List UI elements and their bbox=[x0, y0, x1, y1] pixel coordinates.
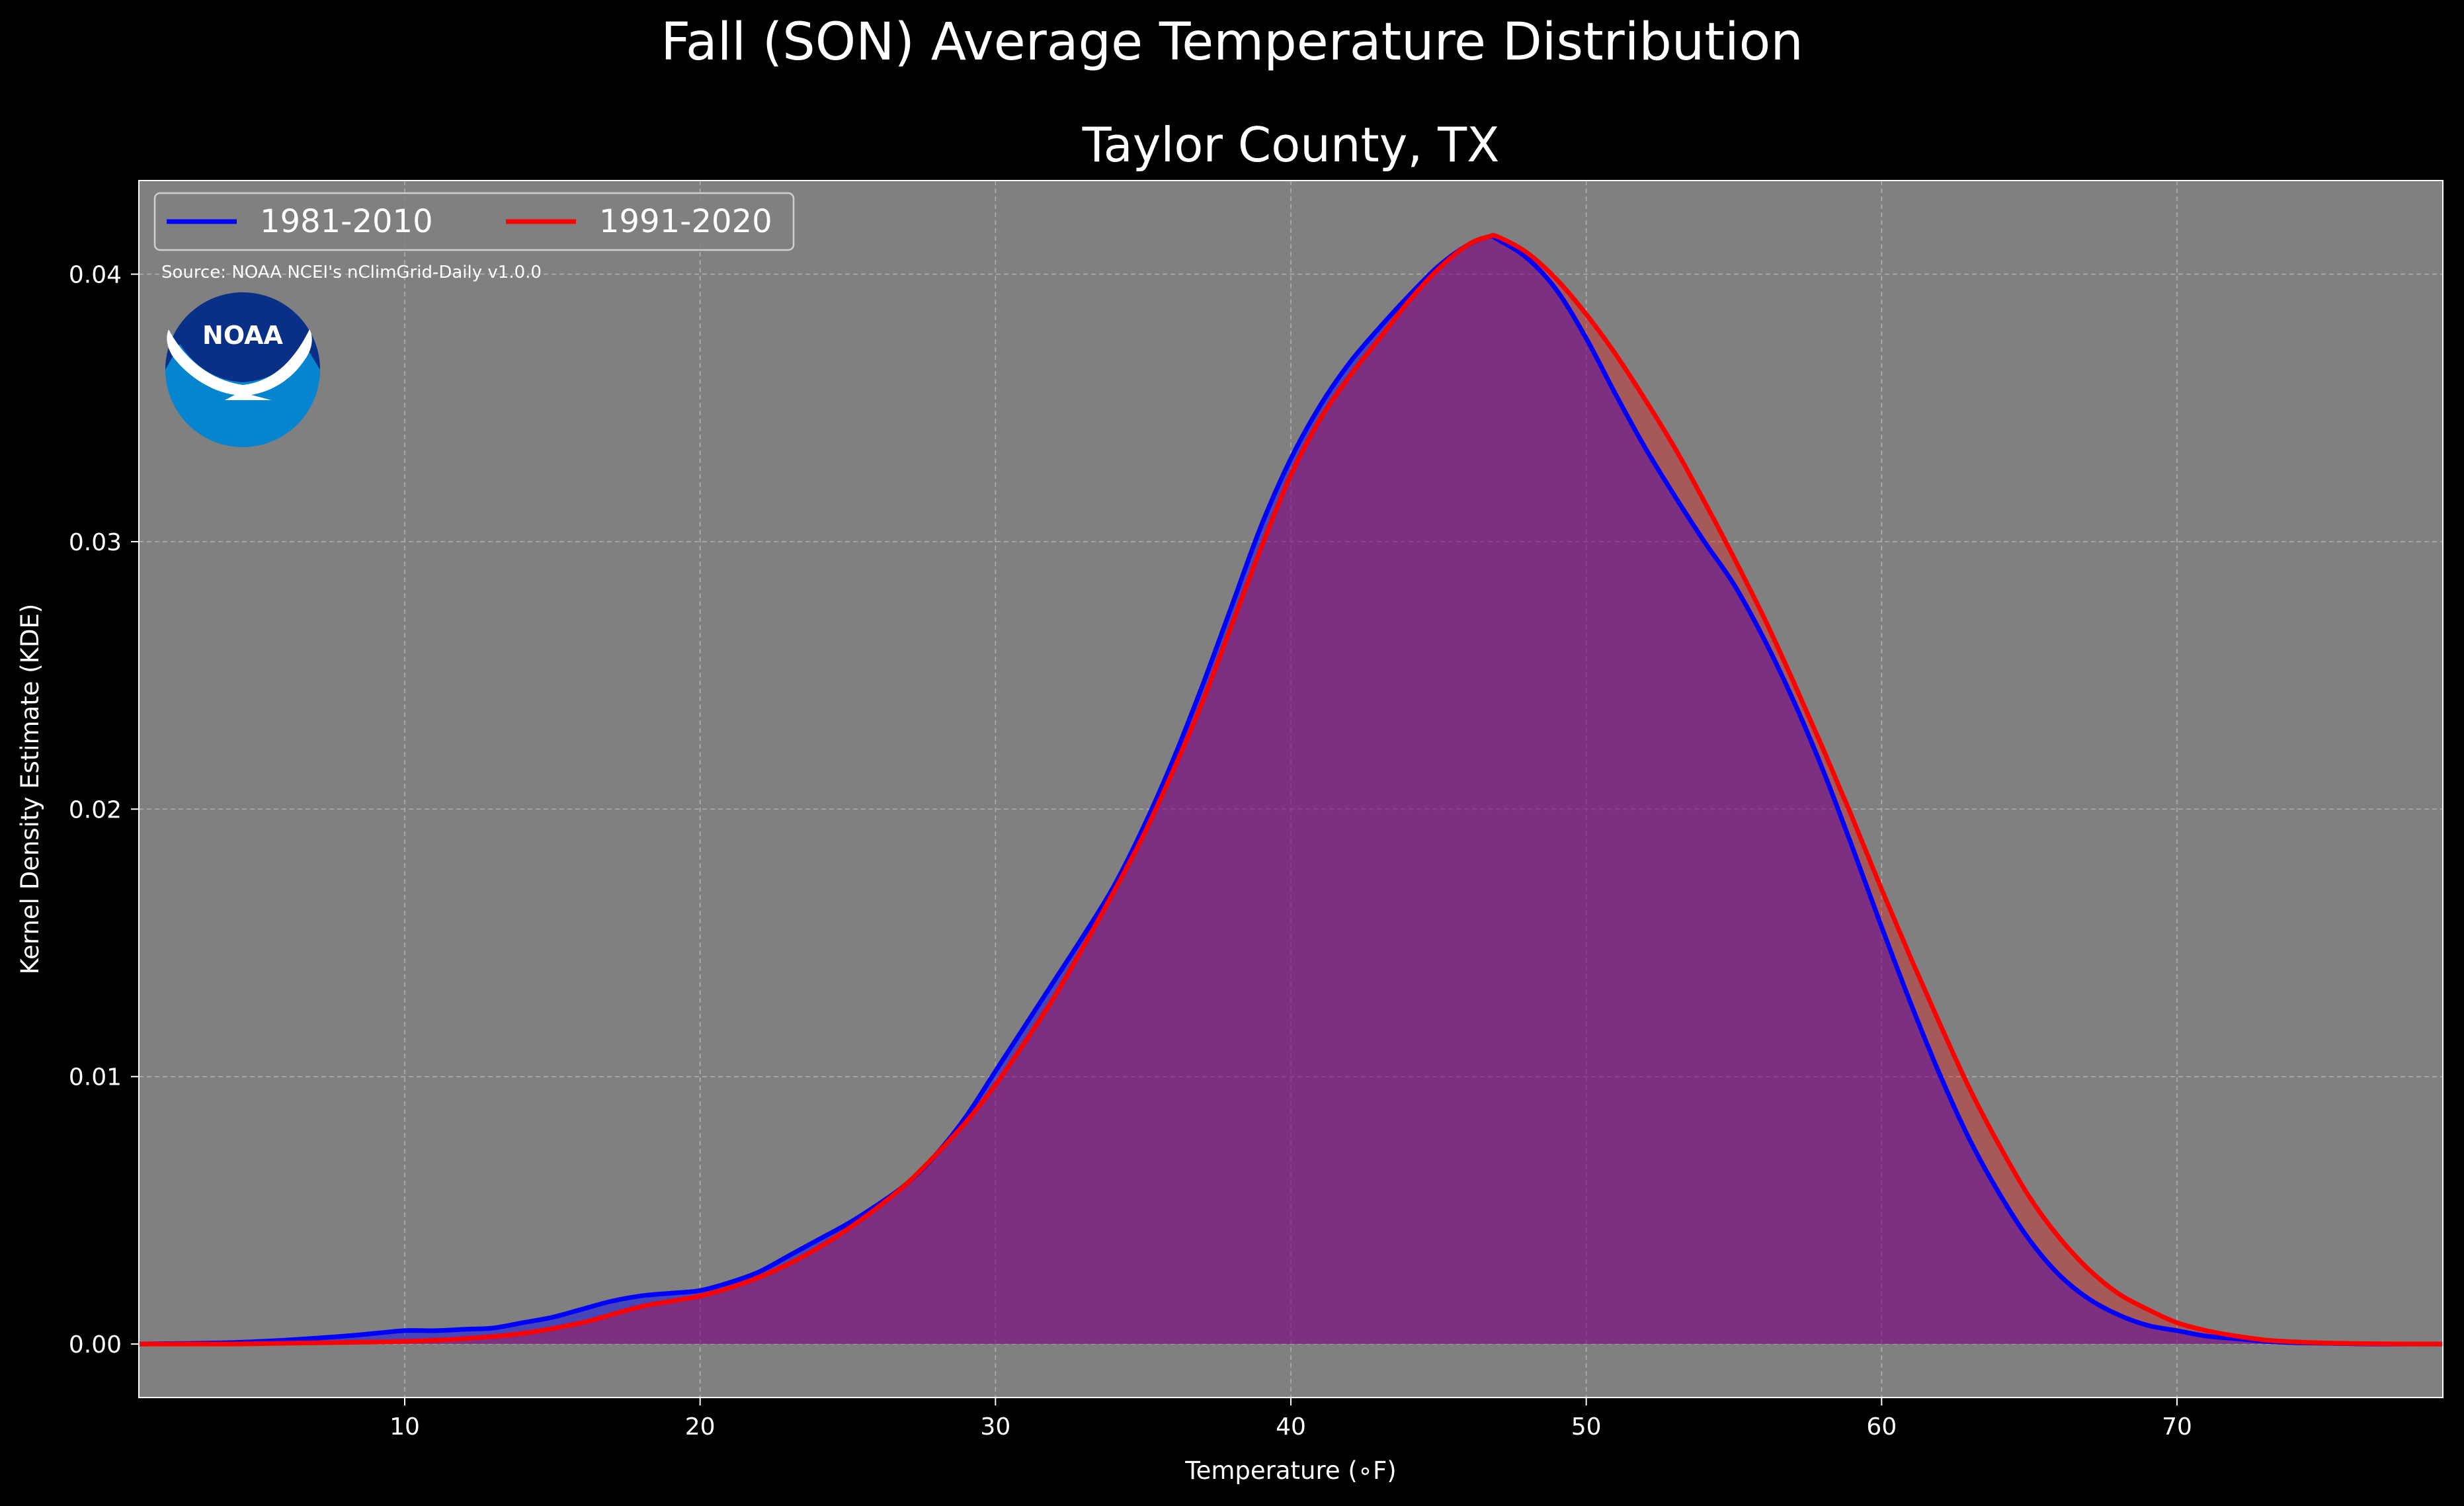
x-tick-label: 70 bbox=[2162, 1413, 2192, 1441]
x-tick-label: 20 bbox=[685, 1413, 716, 1441]
y-tick-label: 0.01 bbox=[69, 1064, 122, 1091]
series-line-1991-2020 bbox=[138, 233, 2443, 1347]
x-tick-label: 60 bbox=[1866, 1413, 1897, 1441]
x-tick-label: 30 bbox=[980, 1413, 1010, 1441]
source-note: Source: NOAA NCEI's nClimGrid-Daily v1.0… bbox=[161, 263, 542, 282]
x-tick-label: 10 bbox=[390, 1413, 420, 1441]
x-axis-label: Temperature (∘F) bbox=[1184, 1456, 1396, 1485]
series-line-1981-2010 bbox=[138, 233, 2443, 1347]
legend-label-1981-2010: 1981-2010 bbox=[260, 203, 433, 240]
y-tick-label: 0.00 bbox=[69, 1331, 122, 1359]
x-tick-label: 40 bbox=[1276, 1413, 1306, 1441]
x-axis-ticks: 10 20 30 40 50 60 70 bbox=[390, 1398, 2192, 1441]
x-tick-label: 50 bbox=[1571, 1413, 1602, 1441]
grid bbox=[139, 181, 2443, 1398]
y-tick-label: 0.04 bbox=[69, 262, 122, 289]
legend: 1981-2010 1991-2020 bbox=[153, 192, 795, 251]
y-axis-ticks: 0.00 0.01 0.02 0.03 0.04 bbox=[69, 262, 139, 1359]
y-tick-label: 0.02 bbox=[69, 796, 122, 823]
noaa-logo-top bbox=[165, 292, 320, 382]
legend-box bbox=[153, 192, 795, 251]
series-layer bbox=[138, 233, 2443, 1347]
legend-label-1991-2020: 1991-2020 bbox=[599, 203, 772, 240]
chart-subtitle: Taylor County, TX bbox=[1082, 117, 1500, 173]
noaa-logo: NOAA bbox=[165, 292, 320, 447]
noaa-logo-text: NOAA bbox=[202, 321, 283, 350]
series-area-1991-2020 bbox=[139, 235, 2443, 1345]
y-axis-label: Kernel Density Estimate (KDE) bbox=[16, 604, 44, 975]
y-tick-label: 0.03 bbox=[69, 529, 122, 556]
noaa-gull-icon bbox=[167, 329, 312, 400]
chart-title: Fall (SON) Average Temperature Distribut… bbox=[661, 13, 1803, 72]
series-area-1981-2010 bbox=[139, 236, 2443, 1345]
